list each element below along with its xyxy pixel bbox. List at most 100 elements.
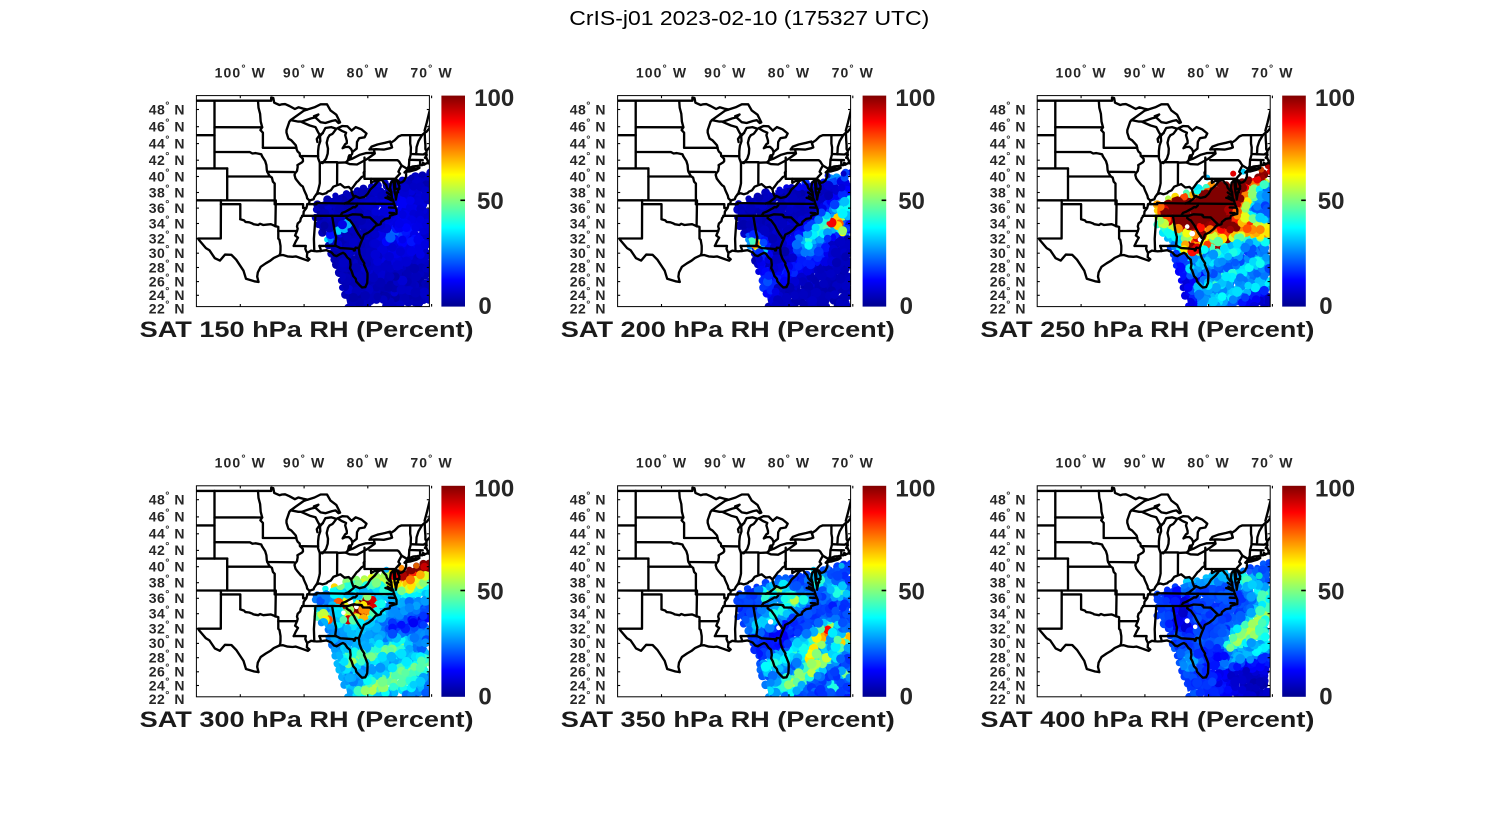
svg-text:42° N: 42° N: [149, 150, 185, 168]
svg-text:CrIS-j01 2023-02-10 (175327 UT: CrIS-j01 2023-02-10 (175327 UTC): [569, 7, 929, 30]
svg-text:28° N: 28° N: [570, 257, 606, 275]
svg-text:70° W: 70° W: [410, 62, 452, 80]
svg-text:90° W: 90° W: [704, 62, 746, 80]
svg-text:32° N: 32° N: [149, 228, 185, 246]
svg-text:22° N: 22° N: [149, 689, 185, 707]
svg-text:42° N: 42° N: [990, 150, 1026, 168]
svg-text:42° N: 42° N: [990, 540, 1026, 558]
svg-text:32° N: 32° N: [149, 619, 185, 637]
svg-text:80° W: 80° W: [347, 62, 389, 80]
svg-text:40° N: 40° N: [990, 166, 1026, 184]
svg-text:36° N: 36° N: [990, 198, 1026, 216]
svg-text:44° N: 44° N: [149, 524, 185, 542]
svg-text:48° N: 48° N: [570, 99, 606, 117]
svg-text:0: 0: [900, 683, 913, 710]
svg-text:100° W: 100° W: [636, 62, 687, 80]
svg-text:34° N: 34° N: [570, 604, 606, 622]
svg-text:28° N: 28° N: [149, 648, 185, 666]
svg-text:26° N: 26° N: [990, 271, 1026, 289]
svg-text:44° N: 44° N: [149, 133, 185, 151]
svg-text:70° W: 70° W: [410, 453, 452, 471]
svg-text:36° N: 36° N: [990, 588, 1026, 606]
svg-text:26° N: 26° N: [570, 662, 606, 680]
svg-text:24° N: 24° N: [990, 285, 1026, 303]
svg-text:70° W: 70° W: [832, 62, 874, 80]
svg-text:36° N: 36° N: [149, 588, 185, 606]
svg-text:34° N: 34° N: [990, 213, 1026, 231]
svg-text:46° N: 46° N: [570, 117, 606, 135]
svg-text:22° N: 22° N: [990, 689, 1026, 707]
svg-text:28° N: 28° N: [570, 648, 606, 666]
svg-text:100° W: 100° W: [215, 62, 266, 80]
svg-text:0: 0: [478, 293, 491, 320]
svg-text:30° N: 30° N: [990, 243, 1026, 261]
svg-text:22° N: 22° N: [570, 689, 606, 707]
svg-text:46° N: 46° N: [149, 117, 185, 135]
svg-text:38° N: 38° N: [149, 573, 185, 591]
svg-text:0: 0: [1319, 683, 1332, 710]
svg-text:34° N: 34° N: [149, 213, 185, 231]
svg-text:46° N: 46° N: [149, 507, 185, 525]
svg-text:34° N: 34° N: [570, 213, 606, 231]
svg-text:70° W: 70° W: [1251, 453, 1293, 471]
svg-text:44° N: 44° N: [570, 133, 606, 151]
svg-text:100: 100: [895, 475, 935, 502]
svg-text:32° N: 32° N: [990, 228, 1026, 246]
svg-text:24° N: 24° N: [570, 675, 606, 693]
svg-text:SAT 200 hPa RH (Percent): SAT 200 hPa RH (Percent): [561, 317, 895, 342]
svg-text:22° N: 22° N: [990, 299, 1026, 317]
svg-text:50: 50: [1318, 188, 1345, 215]
svg-text:22° N: 22° N: [149, 299, 185, 317]
svg-text:44° N: 44° N: [990, 524, 1026, 542]
svg-text:28° N: 28° N: [149, 257, 185, 275]
svg-text:30° N: 30° N: [990, 633, 1026, 651]
svg-text:24° N: 24° N: [149, 285, 185, 303]
svg-text:SAT 250 hPa RH (Percent): SAT 250 hPa RH (Percent): [980, 317, 1314, 342]
svg-text:90° W: 90° W: [1124, 453, 1166, 471]
svg-text:100: 100: [1315, 475, 1355, 502]
svg-text:32° N: 32° N: [990, 619, 1026, 637]
svg-text:34° N: 34° N: [990, 604, 1026, 622]
svg-text:0: 0: [478, 683, 491, 710]
svg-text:26° N: 26° N: [570, 271, 606, 289]
svg-text:28° N: 28° N: [990, 257, 1026, 275]
svg-text:80° W: 80° W: [1187, 453, 1229, 471]
svg-text:SAT 400 hPa RH (Percent): SAT 400 hPa RH (Percent): [980, 707, 1314, 732]
svg-text:38° N: 38° N: [570, 182, 606, 200]
svg-text:SAT 350 hPa RH (Percent): SAT 350 hPa RH (Percent): [561, 707, 895, 732]
svg-text:46° N: 46° N: [570, 507, 606, 525]
svg-text:100: 100: [1315, 85, 1355, 112]
svg-text:28° N: 28° N: [990, 648, 1026, 666]
svg-text:48° N: 48° N: [990, 99, 1026, 117]
svg-text:80° W: 80° W: [768, 453, 810, 471]
svg-text:48° N: 48° N: [149, 490, 185, 508]
svg-text:100° W: 100° W: [1055, 453, 1106, 471]
svg-text:38° N: 38° N: [990, 182, 1026, 200]
svg-text:80° W: 80° W: [768, 62, 810, 80]
svg-text:40° N: 40° N: [570, 166, 606, 184]
svg-text:80° W: 80° W: [347, 453, 389, 471]
svg-text:48° N: 48° N: [149, 99, 185, 117]
svg-text:SAT 150 hPa RH (Percent): SAT 150 hPa RH (Percent): [140, 317, 474, 342]
svg-text:50: 50: [477, 578, 504, 605]
svg-text:36° N: 36° N: [570, 588, 606, 606]
svg-text:70° W: 70° W: [1251, 62, 1293, 80]
svg-text:50: 50: [898, 188, 925, 215]
svg-text:36° N: 36° N: [570, 198, 606, 216]
svg-text:50: 50: [477, 188, 504, 215]
svg-text:42° N: 42° N: [149, 540, 185, 558]
svg-text:100: 100: [474, 85, 514, 112]
svg-text:0: 0: [1319, 293, 1332, 320]
svg-text:42° N: 42° N: [570, 540, 606, 558]
svg-text:90° W: 90° W: [704, 453, 746, 471]
svg-text:100° W: 100° W: [1055, 62, 1106, 80]
svg-text:40° N: 40° N: [149, 166, 185, 184]
svg-text:30° N: 30° N: [149, 633, 185, 651]
svg-text:100° W: 100° W: [215, 453, 266, 471]
svg-text:46° N: 46° N: [990, 507, 1026, 525]
svg-text:26° N: 26° N: [990, 662, 1026, 680]
svg-text:30° N: 30° N: [149, 243, 185, 261]
svg-text:44° N: 44° N: [990, 133, 1026, 151]
svg-text:42° N: 42° N: [570, 150, 606, 168]
svg-text:SAT 300 hPa RH (Percent): SAT 300 hPa RH (Percent): [140, 707, 474, 732]
